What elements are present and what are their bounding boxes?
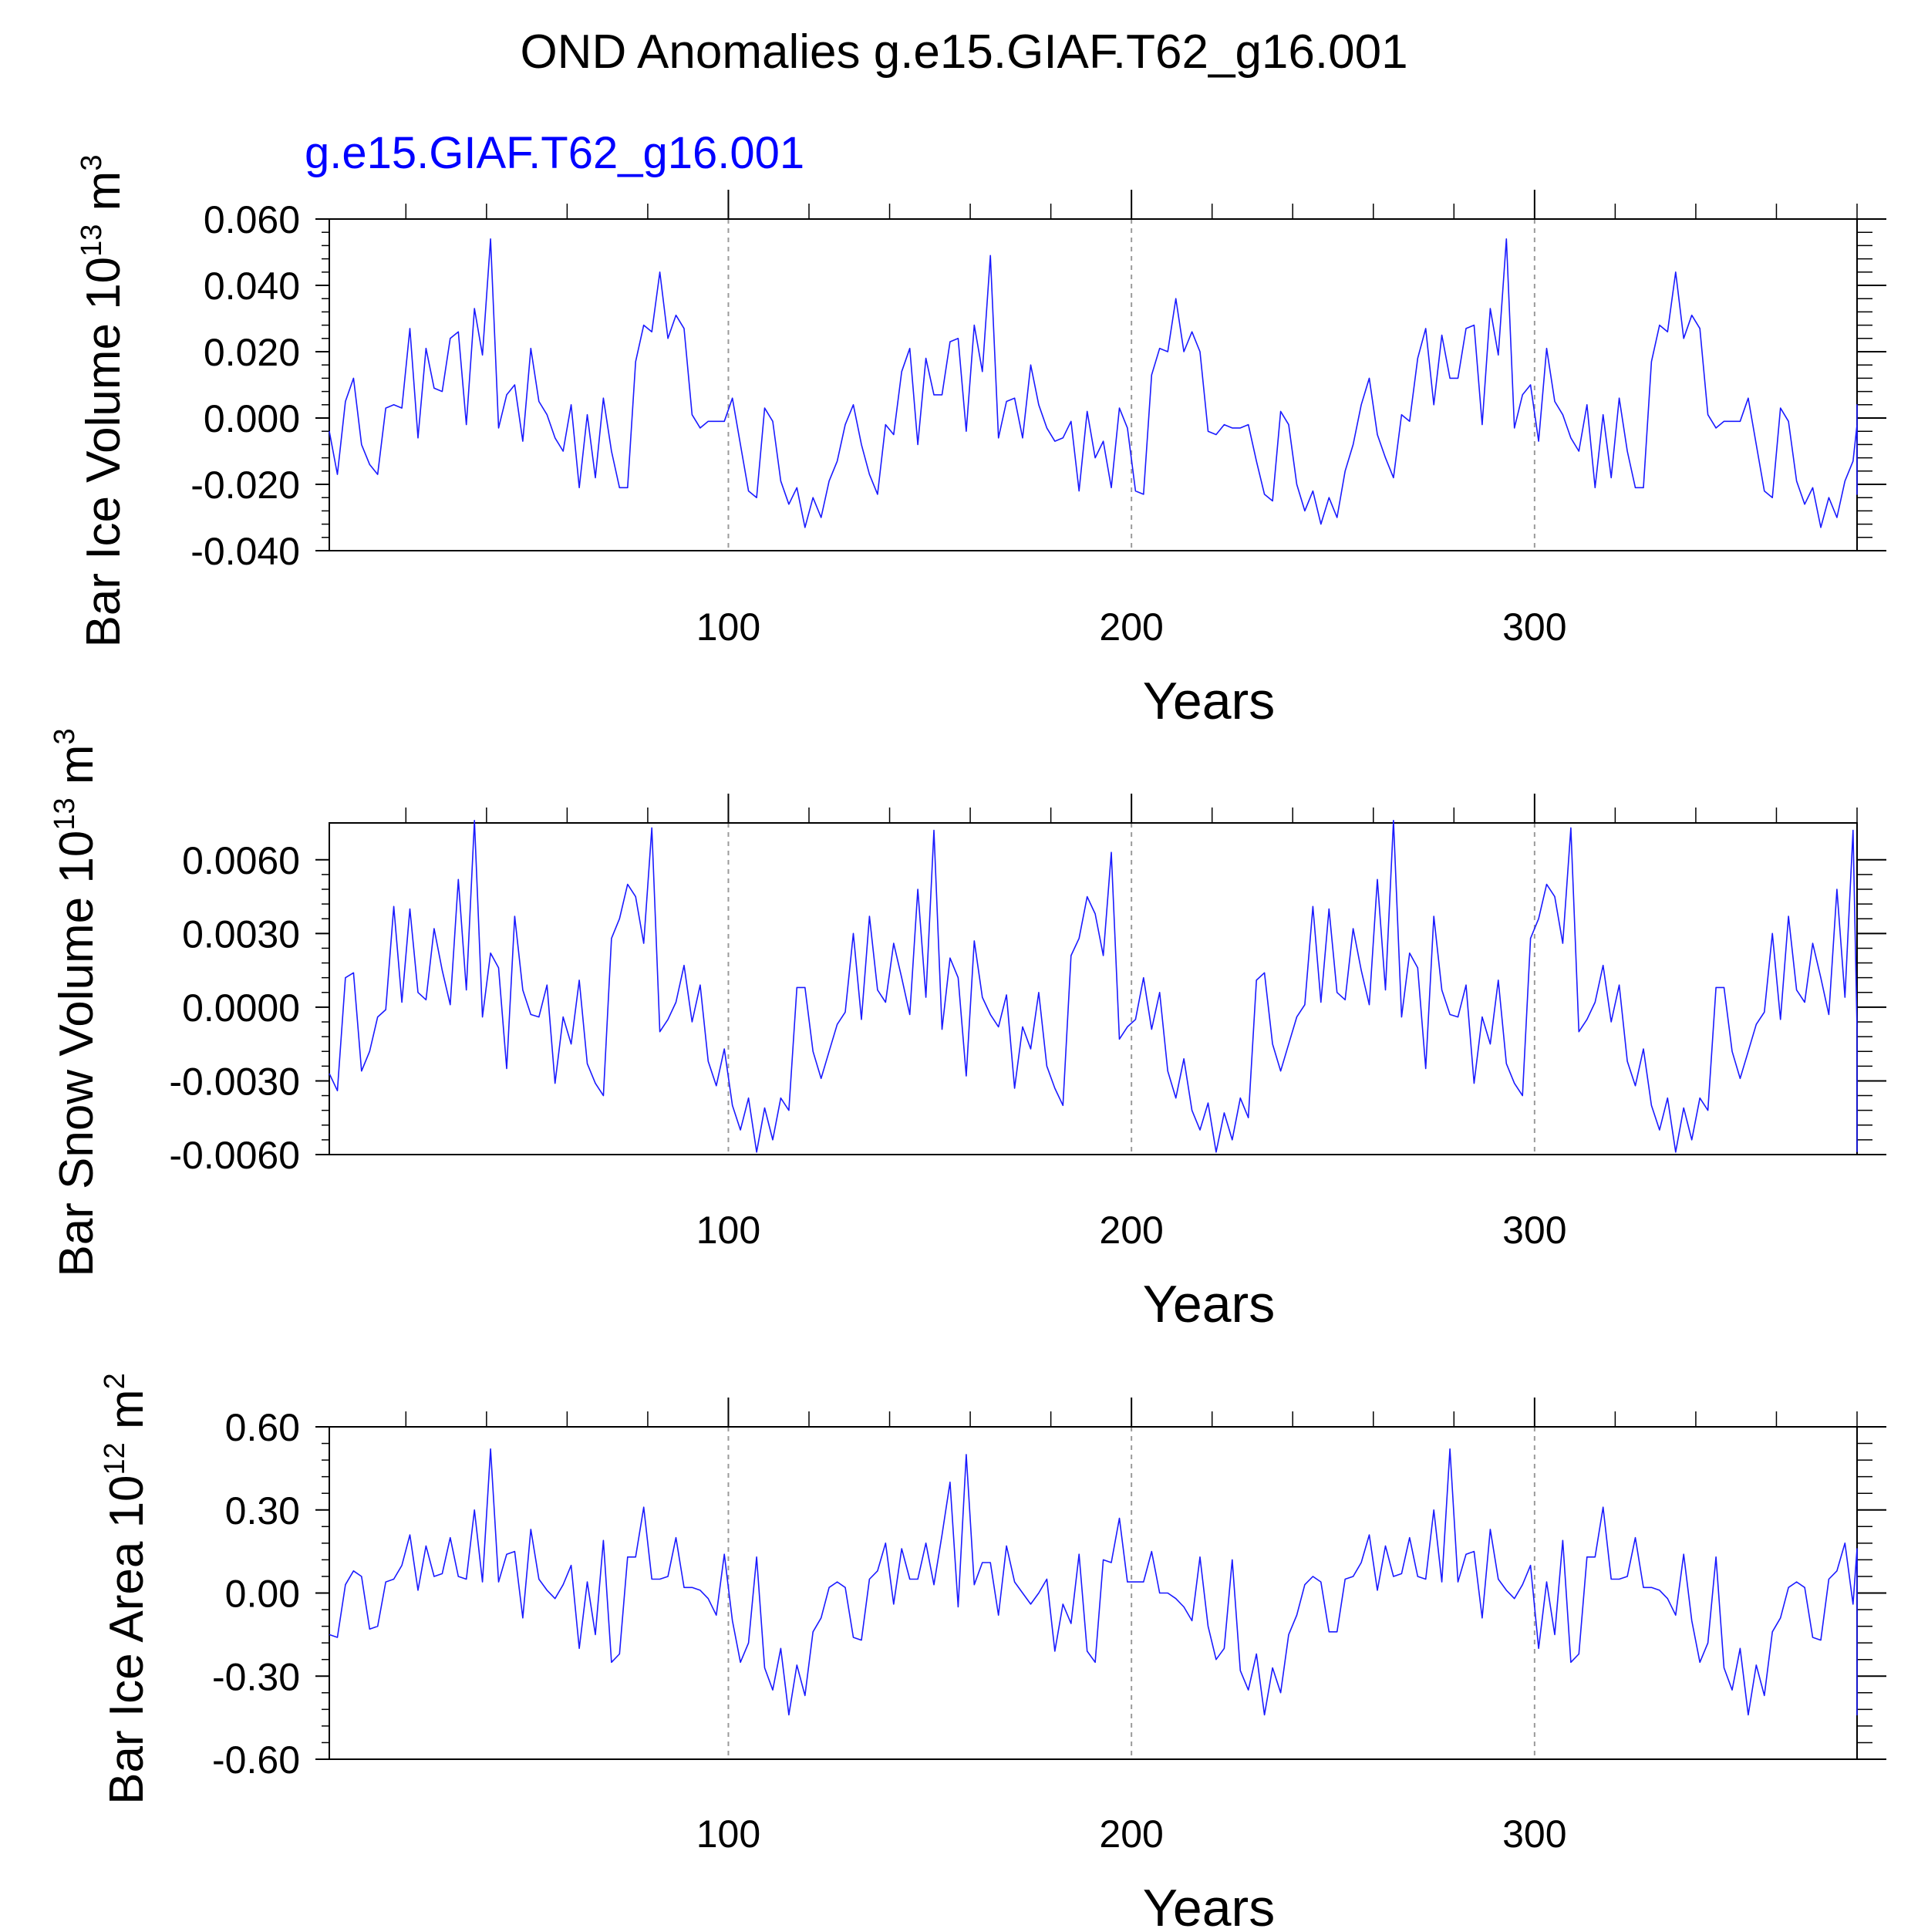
y-tick-label: 0.0030	[182, 912, 300, 956]
y-tick-label: 0.060	[204, 198, 300, 241]
y-axis-label-unit: m	[50, 744, 103, 797]
x-tick-label: 300	[1502, 605, 1566, 649]
y-axis-label-exponent: 12	[99, 1442, 131, 1475]
y-tick-label: 0.0060	[182, 839, 300, 882]
series-line-bar-ice-volume	[329, 238, 1858, 528]
series-line-bar-snow-volume	[329, 820, 1858, 1153]
figure-subtitle: g.e15.GIAF.T62_g16.001	[305, 128, 804, 178]
y-tick-label: 0.000	[204, 397, 300, 440]
x-tick-label: 100	[696, 605, 760, 649]
series-line-bar-ice-area	[329, 1448, 1858, 1716]
y-tick-label: 0.60	[225, 1406, 300, 1449]
y-tick-label: -0.60	[212, 1738, 300, 1782]
panel-bar-snow-volume: 0.0060 0.0030 0.0000 -0.0030 -0.0060 100 200 30…	[49, 728, 1886, 1334]
y-axis-label-text: Bar Ice Volume 10	[77, 257, 130, 648]
y-axis-label-text: Bar Ice Area 10	[100, 1475, 153, 1804]
y-tick-label: 0.0000	[182, 986, 300, 1030]
x-tick-label: 300	[1502, 1812, 1566, 1856]
panel-bar-ice-volume: 0.060 0.040 0.020 0.000 -0.020 -0.040 100 200 30…	[76, 155, 1886, 730]
y-axis-label-exponent: 13	[76, 224, 108, 257]
y-tick-label: -0.0060	[169, 1134, 300, 1177]
x-tick-label: 300	[1502, 1209, 1566, 1252]
x-tick-label: 100	[696, 1209, 760, 1252]
y-axis-label-unit-exponent: 3	[49, 728, 81, 744]
x-axis-label: Years	[1143, 672, 1275, 730]
y-axis-label: Bar Snow Volume 1013 m3	[49, 728, 103, 1276]
y-tick-label: -0.040	[190, 530, 300, 573]
x-tick-label: 200	[1099, 1209, 1163, 1252]
y-axis-label-unit: m	[100, 1389, 153, 1442]
figure-title: OND Anomalies g.e15.GIAF.T62_g16.001	[520, 25, 1407, 79]
y-axis-label-unit-exponent: 2	[99, 1373, 131, 1389]
y-tick-label: 0.30	[225, 1489, 300, 1532]
plot-frame	[329, 822, 1858, 1155]
x-axis-label: Years	[1143, 1275, 1275, 1334]
y-tick-label: -0.0030	[169, 1060, 300, 1103]
x-axis-label: Years	[1143, 1879, 1275, 1928]
x-tick-label: 100	[696, 1812, 760, 1856]
y-axis-label-text: Bar Snow Volume 10	[50, 831, 103, 1277]
x-tick-label: 200	[1099, 1812, 1163, 1856]
panel-bar-ice-area: 0.60 0.30 0.00 -0.30 -0.60 100 200 300 Years Bar …	[99, 1373, 1886, 1932]
y-axis-label-unit-exponent: 3	[76, 155, 108, 171]
y-axis-label: Bar Ice Volume 1013 m3	[76, 155, 130, 648]
y-axis-label-exponent: 13	[49, 797, 81, 830]
y-tick-label: -0.020	[190, 464, 300, 507]
y-axis-label: Bar Ice Area 1012 m2	[99, 1373, 153, 1805]
plot-frame	[329, 218, 1858, 551]
x-tick-label: 200	[1099, 605, 1163, 649]
y-tick-label: 0.00	[225, 1573, 300, 1616]
y-axis-label-unit: m	[77, 171, 130, 224]
y-tick-label: 0.020	[204, 331, 300, 374]
y-tick-label: 0.040	[204, 265, 300, 308]
y-tick-label: -0.30	[212, 1655, 300, 1698]
